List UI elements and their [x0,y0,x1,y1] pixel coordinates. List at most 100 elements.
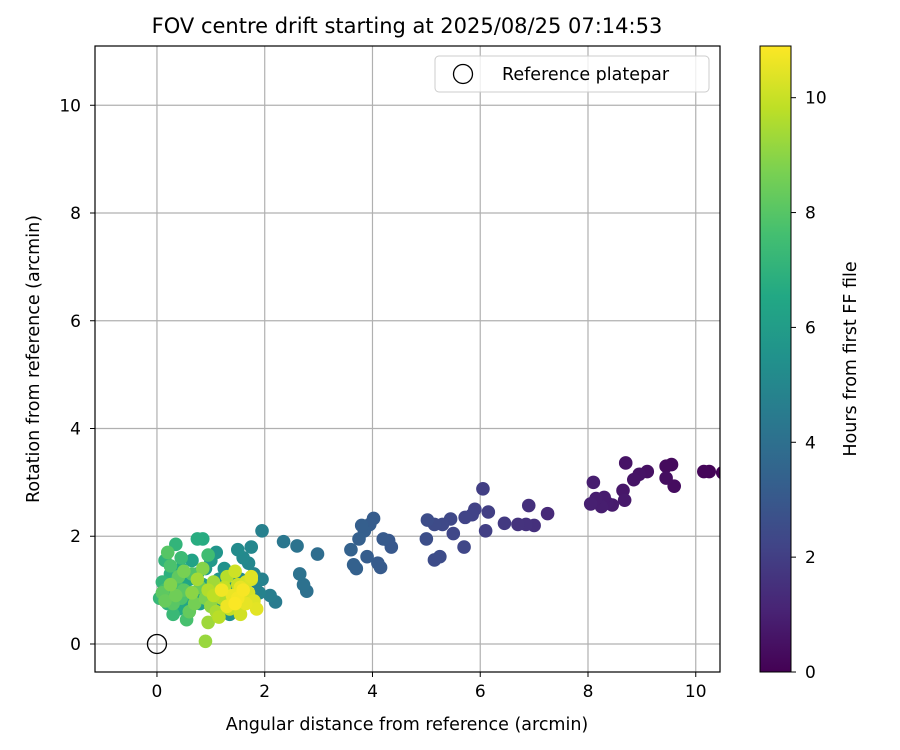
colorbar-tick-label: 0 [805,663,816,683]
plot-frame [94,45,721,673]
y-tick-label: 8 [70,204,81,224]
legend-marker [452,63,474,85]
data-point [376,532,391,546]
data-point [255,524,269,538]
data-point [371,556,385,570]
colorbar-tick-label: 10 [805,89,827,109]
reference-point-marker [146,633,168,655]
y-tick-label: 6 [70,312,81,332]
data-point [174,550,189,565]
data-point [233,607,248,622]
data-point [187,596,202,611]
data-point [163,577,178,592]
data-point [169,588,183,603]
legend-box [434,55,710,93]
scatter-points [152,456,720,649]
data-point [497,516,512,531]
chart-title: FOV centre drift starting at 2025/08/25 … [152,14,663,38]
x-tick-label: 6 [475,682,486,702]
y-tick-label: 4 [70,419,81,439]
data-point [158,594,172,608]
data-point [190,572,205,587]
data-point [244,540,259,554]
colorbar-gradient [759,45,792,673]
data-point [419,532,434,546]
y-axis-ticks: 0 2 4 6 8 10 [59,96,95,655]
data-point [586,475,601,490]
data-point [583,497,598,511]
data-point [201,615,215,630]
x-tick-label: 8 [583,682,594,702]
colorbar-tick-label: 8 [805,204,816,224]
data-point [659,471,673,485]
y-tick-label: 2 [70,527,81,547]
data-point [185,586,199,600]
data-point [617,493,632,507]
data-point [249,602,264,616]
colorbar: 0 2 4 6 8 10 Hours from first FF file [759,45,861,683]
data-point [290,539,304,553]
reference-marker-group [146,633,168,655]
data-point [659,459,673,474]
x-tick-label: 0 [152,682,163,702]
legend-label: Reference platepar [502,65,670,85]
colorbar-ticks: 0 2 4 6 8 10 [791,89,827,683]
data-point [420,513,435,527]
data-point [263,588,277,603]
data-point [212,610,226,624]
data-point [354,518,369,533]
data-point [228,596,242,611]
data-point [458,510,472,525]
data-point [195,561,210,576]
x-tick-label: 4 [367,682,378,702]
y-tick-label: 10 [59,96,81,116]
data-point [185,553,199,568]
data-point [230,542,245,557]
data-point [276,534,291,549]
data-point [190,532,205,546]
x-axis-ticks: 0 2 4 6 8 10 [152,672,707,702]
colorbar-tick-label: 2 [805,548,816,568]
data-point [626,472,641,487]
data-point [198,634,213,649]
data-point [427,553,442,567]
x-tick-label: 10 [685,682,707,702]
data-point [160,545,175,560]
data-point [457,540,471,554]
data-point [346,557,361,572]
data-point [163,559,178,573]
data-point [201,548,215,562]
data-point [310,547,325,561]
data-point [214,583,229,597]
x-tick-label: 2 [259,682,270,702]
data-point [697,464,711,479]
data-point [344,542,358,557]
data-point [715,466,720,479]
data-point [476,482,490,496]
data-point [177,564,191,579]
x-axis-label: Angular distance from reference (arcmin) [226,715,589,735]
data-point [352,532,366,546]
data-point [481,505,496,519]
data-point [618,456,633,470]
data-point [236,583,250,597]
data-point [296,577,311,592]
data-point [446,526,461,541]
y-tick-label: 0 [70,635,81,655]
data-point [228,564,242,579]
data-point [360,549,374,564]
legend: Reference platepar [434,55,710,93]
data-point [511,517,525,532]
colorbar-tick-label: 6 [805,318,816,338]
data-point [478,524,493,538]
colorbar-tick-label: 4 [805,433,816,453]
data-point [166,607,180,622]
data-point [540,506,555,521]
data-point [292,567,307,581]
data-point [521,498,536,513]
colorbar-label: Hours from first FF file [841,261,861,456]
data-point [244,569,259,584]
y-axis-label: Rotation from reference (arcmin) [24,215,44,503]
